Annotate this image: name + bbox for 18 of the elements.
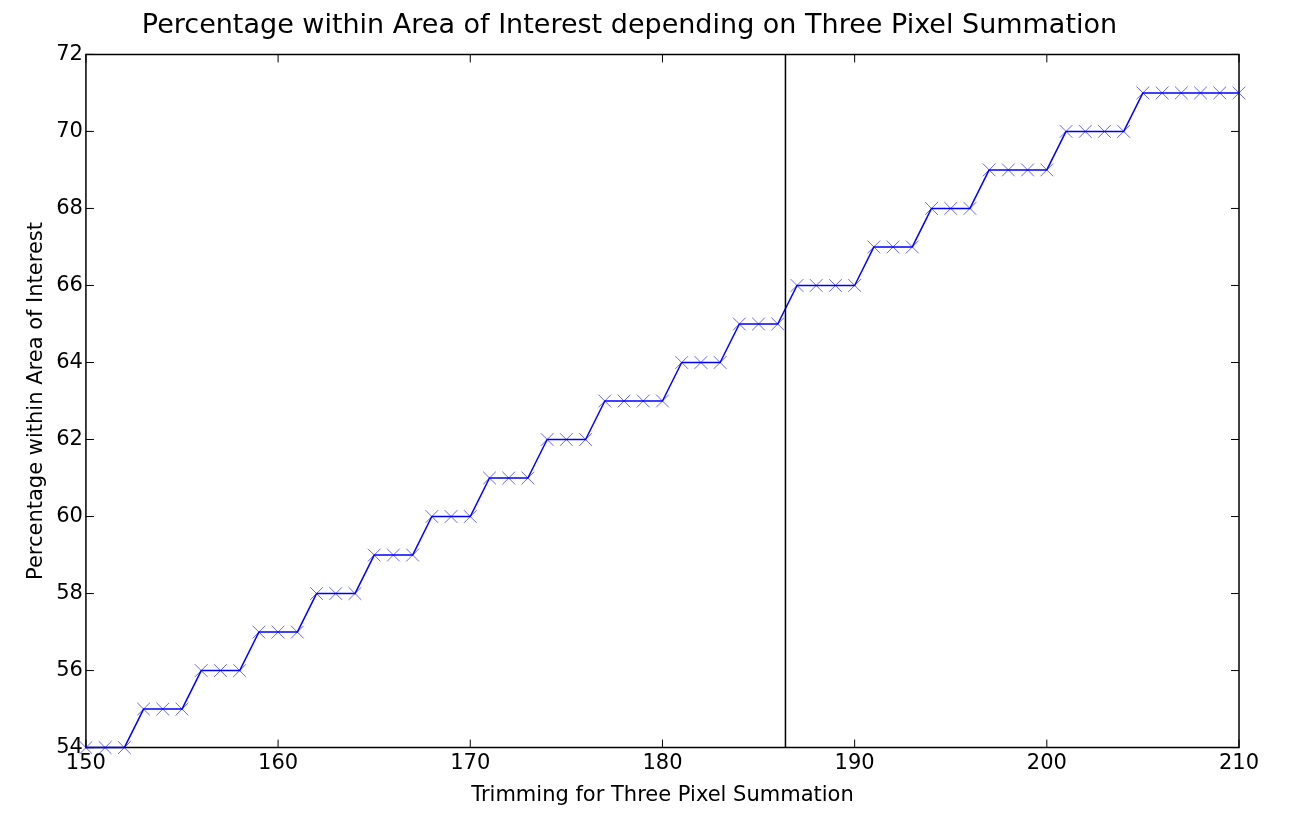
y-tick-label: 70 [56, 117, 83, 142]
x-tick-label: 200 [1026, 749, 1067, 774]
y-axis-title: Percentage within Area of Interest [23, 221, 48, 581]
y-tick-label: 58 [56, 580, 83, 605]
x-tick-label: 180 [642, 749, 683, 774]
y-tick-label: 72 [56, 40, 83, 65]
y-tick-label: 66 [56, 271, 83, 296]
x-tick-label: 170 [450, 749, 491, 774]
y-tick-label: 68 [56, 194, 83, 219]
chart-title: Percentage within Area of Interest depending on Three Pixel Summation [141, 8, 1118, 40]
x-axis-title: Trimming for Three Pixel Summation [470, 781, 854, 806]
x-tick-label: 160 [258, 749, 299, 774]
y-tick-label: 60 [56, 502, 83, 527]
y-tick-label: 64 [56, 348, 83, 373]
x-tick-label: 190 [834, 749, 875, 774]
y-tick-label: 62 [56, 425, 83, 450]
x-tick-label: 210 [1218, 749, 1260, 774]
y-tick-label: 56 [56, 657, 83, 682]
